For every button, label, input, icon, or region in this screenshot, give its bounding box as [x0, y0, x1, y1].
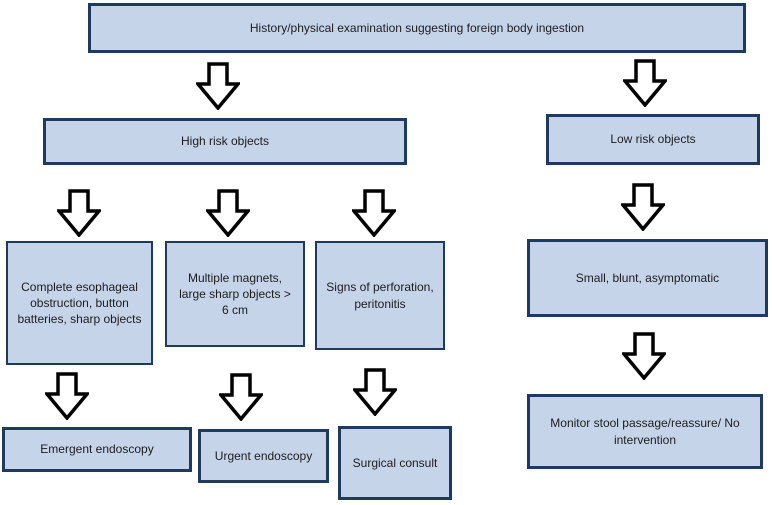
down-arrow-icon	[352, 189, 396, 237]
node-monitor-stool-passage: Monitor stool passage/reassure/ No inter…	[527, 394, 763, 469]
node-esophageal-obstruction: Complete esophageal obstruction, button …	[6, 241, 153, 365]
down-arrow-icon	[623, 59, 667, 107]
down-arrow-icon	[353, 368, 397, 416]
down-arrow-icon	[206, 189, 250, 237]
down-arrow-icon	[45, 372, 89, 420]
node-signs-of-perforation: Signs of perforation, peritonitis	[315, 241, 445, 350]
node-urgent-endoscopy: Urgent endoscopy	[198, 429, 329, 483]
down-arrow-icon	[196, 62, 240, 110]
node-multiple-magnets: Multiple magnets, large sharp objects > …	[165, 241, 305, 347]
node-low-risk-objects: Low risk objects	[546, 114, 760, 165]
down-arrow-icon	[622, 332, 666, 380]
node-history-physical-exam: History/physical examination suggesting …	[88, 3, 746, 53]
down-arrow-icon	[219, 373, 263, 421]
node-high-risk-objects: High risk objects	[43, 118, 407, 165]
down-arrow-icon	[57, 189, 101, 237]
node-surgical-consult: Surgical consult	[338, 426, 452, 500]
node-small-blunt-asymptomatic: Small, blunt, asymptomatic	[527, 239, 768, 317]
node-emergent-endoscopy: Emergent endoscopy	[2, 427, 192, 472]
down-arrow-icon	[621, 183, 665, 231]
